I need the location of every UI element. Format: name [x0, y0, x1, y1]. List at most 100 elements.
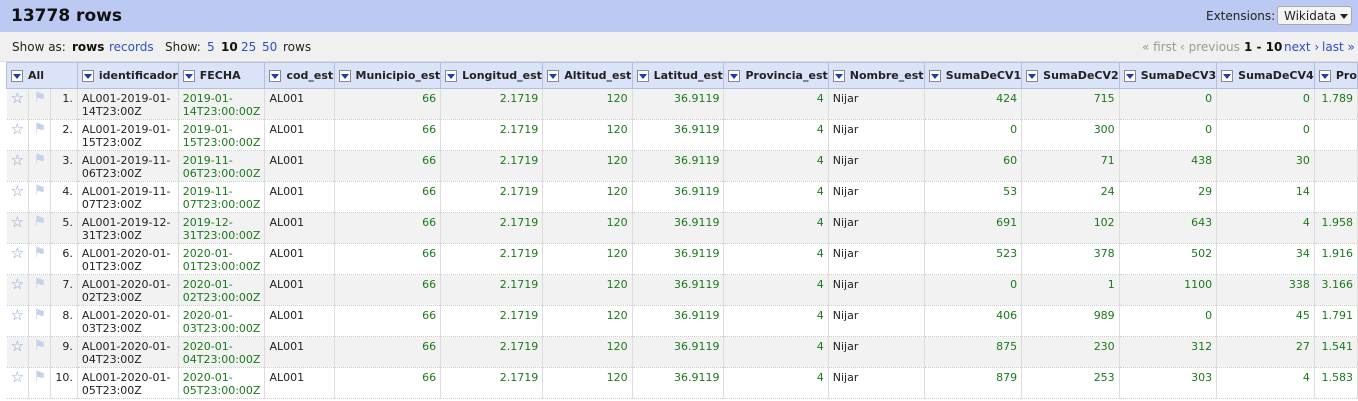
flag-icon[interactable]: ⚑: [28, 150, 52, 182]
table-cell[interactable]: 303: [1119, 367, 1218, 399]
table-cell[interactable]: 120: [542, 336, 633, 368]
column-header[interactable]: Provincia_est: [723, 62, 829, 89]
table-cell[interactable]: 523: [924, 243, 1023, 275]
table-cell[interactable]: AL001: [264, 181, 335, 213]
table-cell[interactable]: 120: [542, 150, 633, 182]
page-size-5[interactable]: 5: [207, 40, 215, 54]
previous-page-link[interactable]: ‹ previous: [1180, 40, 1240, 54]
table-cell[interactable]: 1.541: [1314, 336, 1358, 368]
column-menu-icon[interactable]: [445, 70, 458, 82]
table-cell[interactable]: 438: [1119, 150, 1218, 182]
table-cell[interactable]: 66: [334, 367, 442, 399]
table-cell[interactable]: 36.9119: [632, 367, 725, 399]
table-cell[interactable]: 66: [334, 212, 442, 244]
star-icon[interactable]: ☆: [6, 367, 30, 399]
column-header[interactable]: Altitud_est: [542, 62, 633, 89]
table-cell[interactable]: 36.9119: [632, 336, 725, 368]
table-cell[interactable]: AL001-2020-01-01T23:00Z: [77, 243, 179, 275]
table-cell[interactable]: 2020-01-01T23:00:00Z: [178, 243, 266, 275]
table-cell[interactable]: 875: [924, 336, 1023, 368]
table-cell[interactable]: 3.166: [1314, 274, 1358, 306]
column-header[interactable]: cod_est: [264, 62, 335, 89]
table-cell[interactable]: 1.791: [1314, 305, 1358, 337]
star-icon[interactable]: ☆: [6, 305, 30, 337]
table-cell[interactable]: Nijar: [828, 243, 925, 275]
table-cell[interactable]: AL001: [264, 336, 335, 368]
table-cell[interactable]: 66: [334, 119, 442, 151]
column-menu-icon[interactable]: [182, 70, 195, 82]
table-cell[interactable]: 27: [1216, 336, 1315, 368]
table-cell[interactable]: AL001-2019-11-06T23:00Z: [77, 150, 179, 182]
table-cell[interactable]: 2.1719: [440, 243, 544, 275]
table-cell[interactable]: 0: [1216, 119, 1315, 151]
flag-icon[interactable]: ⚑: [28, 305, 52, 337]
table-cell[interactable]: 36.9119: [632, 119, 725, 151]
table-cell[interactable]: 300: [1021, 119, 1120, 151]
column-header[interactable]: identificador: [76, 62, 179, 89]
star-icon[interactable]: ☆: [6, 88, 30, 120]
column-menu-icon[interactable]: [728, 70, 741, 82]
last-page-link[interactable]: last »: [1322, 40, 1355, 54]
table-cell[interactable]: 424: [924, 88, 1023, 120]
table-cell[interactable]: 1.583: [1314, 367, 1358, 399]
table-cell[interactable]: [1314, 119, 1358, 151]
table-cell[interactable]: 0: [924, 274, 1023, 306]
column-menu-icon[interactable]: [338, 70, 351, 82]
table-cell[interactable]: 36.9119: [632, 181, 725, 213]
column-menu-icon[interactable]: [1221, 70, 1234, 82]
column-header[interactable]: SumaDeCV3: [1118, 62, 1218, 89]
table-cell[interactable]: 4: [723, 150, 829, 182]
table-cell[interactable]: 2019-11-06T23:00:00Z: [178, 150, 266, 182]
table-cell[interactable]: 2019-11-07T23:00:00Z: [178, 181, 266, 213]
table-cell[interactable]: 406: [924, 305, 1023, 337]
table-cell[interactable]: AL001-2020-01-02T23:00Z: [77, 274, 179, 306]
next-page-link[interactable]: next ›: [1284, 40, 1320, 54]
table-cell[interactable]: 36.9119: [632, 212, 725, 244]
table-cell[interactable]: 120: [542, 212, 633, 244]
table-cell[interactable]: 4: [1216, 212, 1315, 244]
table-cell[interactable]: AL001: [264, 274, 335, 306]
table-cell[interactable]: 502: [1119, 243, 1218, 275]
star-icon[interactable]: ☆: [6, 119, 30, 151]
table-cell[interactable]: 120: [542, 243, 633, 275]
table-cell[interactable]: 230: [1021, 336, 1120, 368]
table-cell[interactable]: AL001-2020-01-04T23:00Z: [77, 336, 179, 368]
table-cell[interactable]: 36.9119: [632, 88, 725, 120]
table-cell[interactable]: 71: [1021, 150, 1120, 182]
column-header[interactable]: FECHA: [177, 62, 266, 89]
table-cell[interactable]: 2.1719: [440, 336, 544, 368]
table-cell[interactable]: 0: [1119, 88, 1218, 120]
table-cell[interactable]: 66: [334, 88, 442, 120]
table-cell[interactable]: AL001: [264, 150, 335, 182]
column-menu-icon[interactable]: [1123, 70, 1136, 82]
table-cell[interactable]: 2.1719: [440, 274, 544, 306]
table-cell[interactable]: 4: [723, 119, 829, 151]
table-cell[interactable]: Nijar: [828, 274, 925, 306]
table-cell[interactable]: 253: [1021, 367, 1120, 399]
table-cell[interactable]: [1314, 181, 1358, 213]
table-cell[interactable]: Nijar: [828, 305, 925, 337]
table-cell[interactable]: 1.916: [1314, 243, 1358, 275]
table-cell[interactable]: 53: [924, 181, 1023, 213]
table-cell[interactable]: Nijar: [828, 181, 925, 213]
table-cell[interactable]: AL001: [264, 119, 335, 151]
table-cell[interactable]: 2.1719: [440, 150, 544, 182]
column-menu-icon[interactable]: [1318, 70, 1331, 82]
table-cell[interactable]: 2019-12-31T23:00:00Z: [178, 212, 266, 244]
flag-icon[interactable]: ⚑: [28, 367, 52, 399]
table-cell[interactable]: Nijar: [828, 150, 925, 182]
table-cell[interactable]: 36.9119: [632, 150, 725, 182]
table-cell[interactable]: 0: [1119, 119, 1218, 151]
table-cell[interactable]: 1100: [1119, 274, 1218, 306]
table-cell[interactable]: 2020-01-02T23:00:00Z: [178, 274, 266, 306]
flag-icon[interactable]: ⚑: [28, 119, 52, 151]
table-cell[interactable]: AL001: [264, 305, 335, 337]
column-header[interactable]: SumaDeCV4: [1216, 62, 1315, 89]
table-cell[interactable]: 30: [1216, 150, 1315, 182]
table-cell[interactable]: 24: [1021, 181, 1120, 213]
table-cell[interactable]: 2.1719: [440, 212, 544, 244]
table-cell[interactable]: 66: [334, 305, 442, 337]
flag-icon[interactable]: ⚑: [28, 243, 52, 275]
table-cell[interactable]: AL001-2019-01-15T23:00Z: [77, 119, 179, 151]
page-size-25[interactable]: 25: [241, 40, 257, 54]
